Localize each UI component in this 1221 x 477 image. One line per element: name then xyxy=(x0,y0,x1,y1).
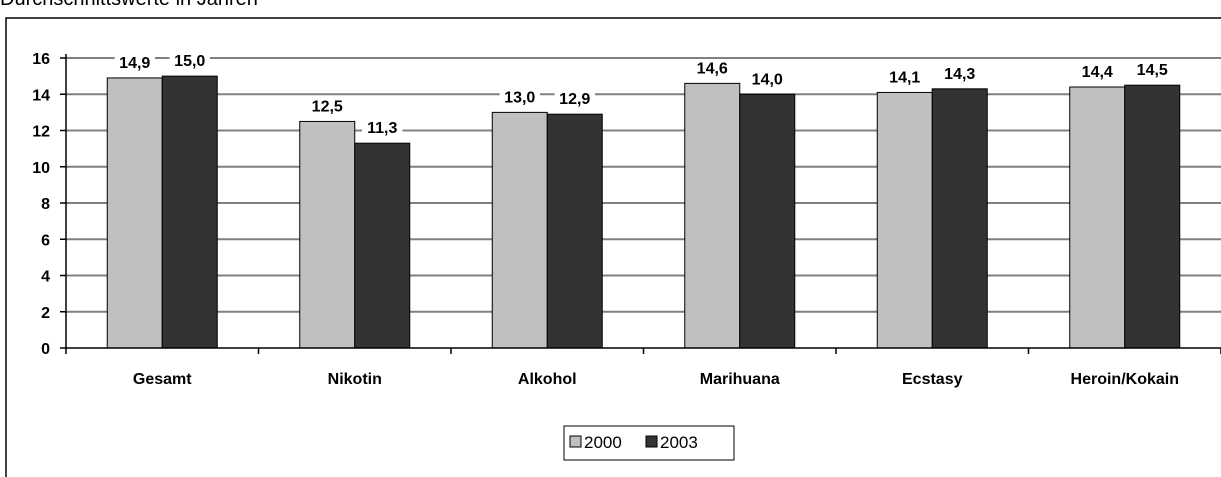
data-label-background xyxy=(362,119,403,139)
x-tick-label: Alkohol xyxy=(518,371,577,388)
y-tick-label: 12 xyxy=(32,124,50,141)
data-label-background xyxy=(1077,63,1118,82)
data-label: 14,5 xyxy=(1137,62,1168,79)
data-label: 14,1 xyxy=(889,69,920,86)
y-tick-label: 10 xyxy=(32,160,50,177)
data-label: 14,6 xyxy=(697,60,728,77)
bar-2003-alkohol xyxy=(546,113,603,349)
x-tick-label: Nikotin xyxy=(328,371,382,388)
grid-lines xyxy=(66,57,1221,313)
data-label: 15,0 xyxy=(174,53,205,70)
data-label-background xyxy=(747,70,788,90)
bar-2000-nikotin xyxy=(299,120,356,349)
legend-label-2000: 2000 xyxy=(584,433,622,452)
bar-2000-alkohol xyxy=(491,111,548,349)
legend: 2000 2003 xyxy=(563,425,735,461)
data-label-background xyxy=(499,88,540,108)
legend-label-2003: 2003 xyxy=(660,433,698,452)
bars xyxy=(106,75,1181,349)
data-label: 14,0 xyxy=(752,71,783,88)
data-label-background xyxy=(884,68,925,88)
bar-2003-nikotin xyxy=(354,142,411,349)
data-labels: 14,9 15,0 12,5 11,3 13,0 12,9 14,6 14,0 14,1 14,3… xyxy=(119,53,1168,137)
y-tick-label: 4 xyxy=(41,269,50,286)
y-tick-label: 14 xyxy=(32,87,50,104)
data-label-background xyxy=(939,64,980,84)
data-label-background xyxy=(169,52,210,72)
bar-2000-ecstasy xyxy=(876,91,933,349)
data-label-backgrounds xyxy=(114,52,1173,139)
data-label: 11,3 xyxy=(367,120,397,137)
chart-title: Durchschnittswerte in Jahren xyxy=(0,0,258,11)
axes: 0 2 4 6 8 10 12 14 16 Gesamt Nikotin Alkohol Marihua… xyxy=(32,51,1221,388)
data-label-background xyxy=(114,53,155,73)
data-label: 12,9 xyxy=(559,91,590,108)
bar-2003-marihuana xyxy=(739,93,796,349)
bar-2003-gesamt xyxy=(161,75,218,349)
bar-2000-marihuana xyxy=(684,82,741,349)
y-tick-label: 0 xyxy=(41,341,50,358)
data-label: 14,4 xyxy=(1082,64,1113,81)
bar-2000-heroin-kokain xyxy=(1069,86,1126,349)
data-label-background xyxy=(692,59,733,79)
bar-2000-gesamt xyxy=(106,77,163,349)
data-label: 14,9 xyxy=(119,55,150,72)
x-tick-label: Ecstasy xyxy=(902,371,963,388)
data-label-background xyxy=(307,97,348,117)
bar-2003-heroin-kokain xyxy=(1124,84,1181,349)
x-tick-label: Marihuana xyxy=(700,371,780,388)
legend-swatch-2003 xyxy=(645,435,658,448)
data-label: 12,5 xyxy=(312,98,343,115)
y-tick-label: 16 xyxy=(32,51,50,68)
y-tick-label: 2 xyxy=(41,305,50,322)
x-tick-label: Heroin/Kokain xyxy=(1071,371,1179,388)
y-tick-label: 8 xyxy=(41,196,50,213)
y-tick-label: 6 xyxy=(41,232,50,249)
data-label: 13,0 xyxy=(504,89,535,106)
data-label-background xyxy=(554,90,595,110)
bar-2003-ecstasy xyxy=(931,88,988,349)
data-label: 14,3 xyxy=(944,66,975,83)
x-tick-label: Gesamt xyxy=(133,371,192,388)
legend-swatch-2000 xyxy=(569,435,582,448)
data-label-background xyxy=(1132,61,1173,81)
